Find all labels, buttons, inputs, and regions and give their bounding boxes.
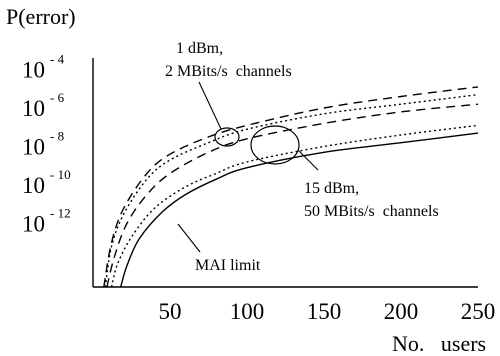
annotation-1dbm-line2: 2 MBits/s channels — [165, 63, 292, 80]
leader-line-1dbm — [198, 81, 222, 130]
annotation-mai-limit: MAI limit — [195, 257, 261, 274]
y-tick-exponent-0: - 4 — [50, 52, 65, 67]
x-tick-labels: 50 100 150 200 250 — [159, 299, 496, 324]
annotation-ellipse-15dbm — [250, 125, 300, 165]
y-tick-base-3: 10 — [22, 173, 45, 198]
y-tick-base-0: 10 — [22, 58, 45, 83]
x-tick-label-200: 200 — [384, 299, 419, 324]
series-line-3-dotted — [110, 124, 479, 288]
annotation-ellipse-1dbm — [214, 127, 240, 147]
x-tick-label-50: 50 — [159, 299, 182, 324]
annotation-15dbm-line2: 50 MBits/s channels — [304, 203, 439, 220]
annotation-1dbm-line1: 1 dBm, — [176, 40, 223, 57]
y-tick-exponent-3: - 10 — [50, 167, 71, 182]
x-axis-title: No. users — [392, 331, 486, 356]
x-tick-label-100: 100 — [230, 299, 265, 324]
series-line-2-dashed — [106, 103, 479, 288]
leader-line-15dbm — [297, 149, 319, 171]
x-tick-label-150: 150 — [307, 299, 342, 324]
series-line-4-solid — [120, 132, 479, 288]
y-tick-labels: 10 - 4 10 - 6 10 - 8 10 - 10 10 - 12 — [22, 52, 71, 237]
y-tick-base-1: 10 — [22, 96, 45, 121]
y-axis-title: P(error) — [6, 4, 76, 29]
y-tick-exponent-4: - 12 — [50, 205, 71, 220]
series-line-0-dashed — [103, 86, 479, 288]
x-tick-label-250: 250 — [461, 299, 496, 324]
series-line-1-dotted — [104, 93, 479, 288]
y-tick-base-4: 10 — [22, 211, 45, 236]
series-lines — [103, 86, 479, 288]
annotation-15dbm-line1: 15 dBm, — [304, 180, 359, 197]
y-tick-exponent-1: - 6 — [50, 90, 65, 105]
y-tick-base-2: 10 — [22, 135, 45, 160]
leader-line-mai — [177, 223, 201, 253]
y-tick-exponent-2: - 8 — [50, 129, 64, 144]
